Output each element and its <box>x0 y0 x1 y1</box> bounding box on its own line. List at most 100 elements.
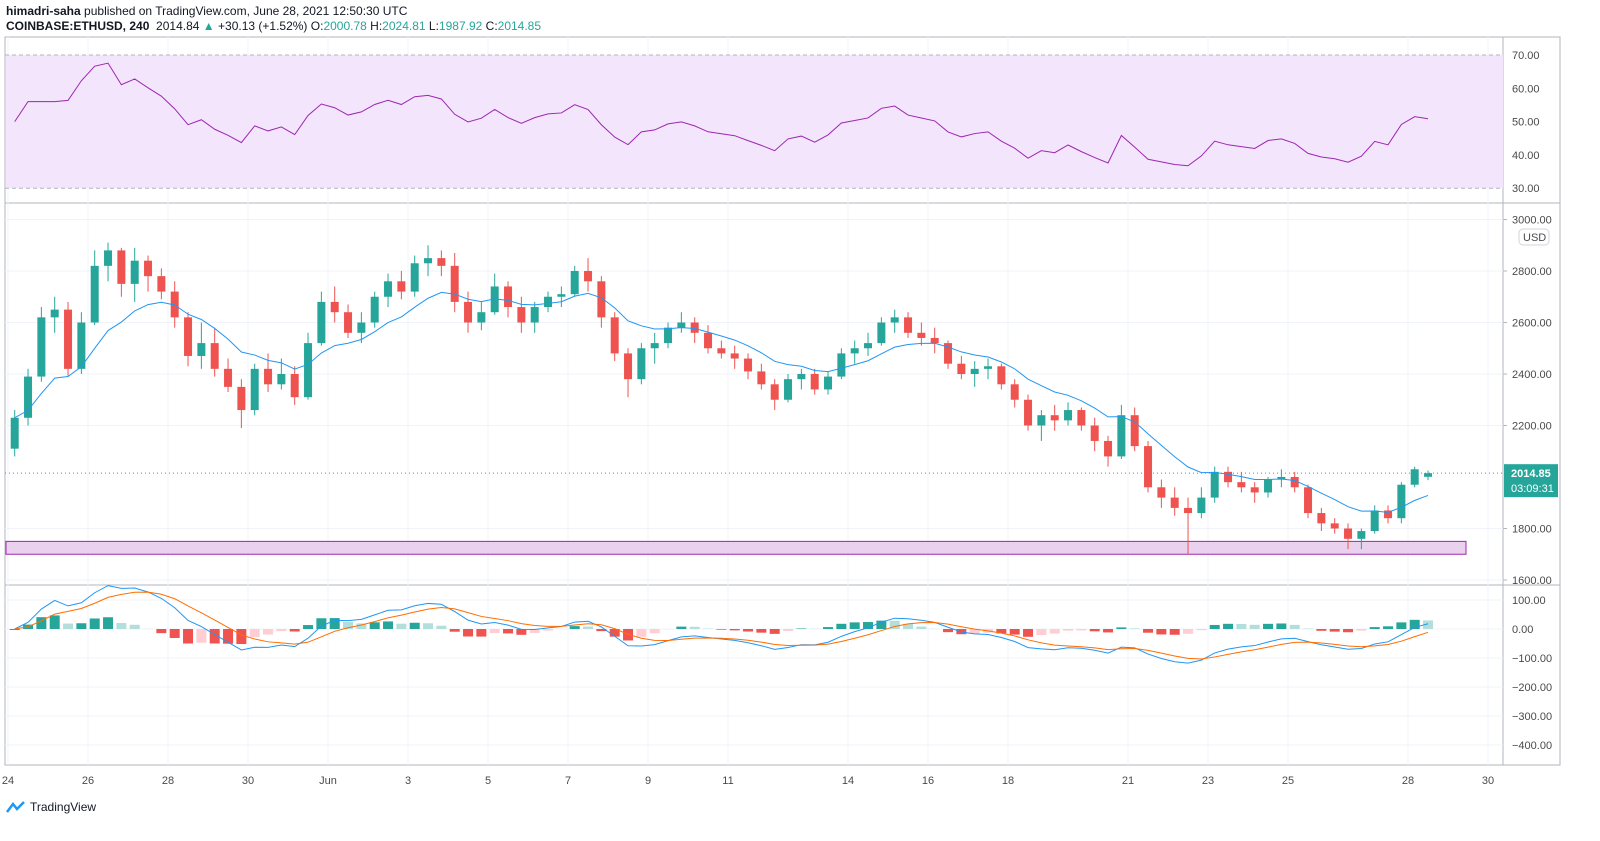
candle-body <box>730 353 739 359</box>
macd-histogram-bar <box>1343 629 1354 633</box>
macd-histogram-bar <box>476 629 487 637</box>
candle-body <box>90 265 99 323</box>
x-tick-label: 5 <box>485 775 491 787</box>
x-tick-label: 9 <box>645 775 651 787</box>
macd-tick-label: 0.00 <box>1512 624 1533 636</box>
macd-histogram-bar <box>609 629 620 637</box>
candle-body <box>690 322 699 333</box>
candle-body <box>530 307 539 323</box>
candle-body <box>1197 497 1206 514</box>
macd-histogram-bar <box>1383 626 1394 629</box>
candle-body <box>1210 471 1219 498</box>
candle-body <box>1424 473 1433 477</box>
candle-body <box>1317 513 1326 524</box>
candle-body <box>410 263 419 292</box>
macd-histogram-bar <box>1049 629 1060 634</box>
macd-histogram-bar <box>489 629 500 634</box>
candle-body <box>104 250 113 266</box>
candle-body <box>237 386 246 411</box>
macd-histogram-bar <box>756 629 767 633</box>
macd-histogram-bar <box>9 629 20 630</box>
macd-histogram-bar <box>129 624 140 629</box>
macd-histogram-bar <box>876 620 887 629</box>
macd-histogram-bar <box>863 622 874 629</box>
x-tick-label: 30 <box>242 775 254 787</box>
candle-body <box>824 376 833 390</box>
candle-body <box>224 368 233 387</box>
macd-histogram-bar <box>1356 629 1367 631</box>
candle-body <box>1237 482 1246 488</box>
candle-body <box>1104 440 1113 457</box>
candle-body <box>757 371 766 385</box>
candle-body <box>317 301 326 344</box>
candle-body <box>344 312 353 333</box>
candle-body <box>130 260 139 284</box>
macd-histogram-bar <box>1063 629 1074 631</box>
candle-body <box>1304 487 1313 514</box>
price-tick-label: 2200.00 <box>1512 421 1552 433</box>
candle-body <box>864 343 873 349</box>
macd-histogram-bar <box>849 622 860 629</box>
candle-body <box>917 332 926 338</box>
candle-body <box>1170 497 1179 508</box>
macd-histogram-bar <box>63 623 74 629</box>
support-zone <box>5 540 1467 555</box>
macd-histogram-bar <box>169 629 180 638</box>
x-tick-label: 26 <box>82 775 94 787</box>
macd-histogram-bar <box>889 620 900 629</box>
rsi-band <box>6 55 1503 189</box>
x-tick-label: 14 <box>842 775 854 787</box>
candle-body <box>984 366 993 369</box>
candle-body <box>157 276 166 292</box>
rsi-tick-label: 40.00 <box>1512 150 1540 162</box>
candle-body <box>77 322 86 369</box>
candle-body <box>850 348 859 354</box>
candle-body <box>1264 479 1273 493</box>
macd-histogram-bar <box>303 625 314 629</box>
macd-tick-label: −300.00 <box>1512 711 1552 723</box>
tradingview-logo[interactable]: TradingView <box>6 800 96 814</box>
x-tick-label: 16 <box>922 775 934 787</box>
candle-body <box>1410 469 1419 485</box>
candle-body <box>1157 487 1166 498</box>
up-arrow-icon: ▲ <box>202 19 215 33</box>
candle-body <box>704 332 713 349</box>
macd-histogram-bar <box>769 629 780 634</box>
candle-body <box>424 258 433 264</box>
candle-body <box>837 353 846 377</box>
candle-body <box>37 317 46 377</box>
candle-body <box>1050 415 1059 421</box>
close-value: 2014.85 <box>497 19 542 33</box>
macd-histogram-bar <box>236 629 247 645</box>
x-tick-label: 3 <box>405 775 411 787</box>
author[interactable]: himadri-saha <box>6 4 81 18</box>
last-price-badge <box>1504 464 1558 498</box>
candle-body <box>1224 471 1233 483</box>
macd-histogram-bar <box>1036 629 1047 636</box>
x-tick-label: 28 <box>1402 775 1414 787</box>
candle-body <box>557 294 566 297</box>
open-label: O: <box>310 19 324 33</box>
x-tick-label: 18 <box>1002 775 1014 787</box>
price-tick-label: 1800.00 <box>1512 524 1552 536</box>
candle-body <box>610 317 619 354</box>
candle-body <box>384 281 393 297</box>
candle-body <box>1370 510 1379 532</box>
macd-histogram-bar <box>1009 629 1020 635</box>
macd-histogram-bar <box>529 629 540 633</box>
candle-body <box>544 296 553 308</box>
macd-histogram-bar <box>689 626 700 629</box>
candle-body <box>1090 425 1099 441</box>
rsi-tick-label: 50.00 <box>1512 117 1540 129</box>
macd-histogram-bar <box>636 629 647 637</box>
candle-body <box>650 343 659 349</box>
candle-body <box>1250 487 1259 493</box>
signal-line <box>14 591 1429 660</box>
macd-histogram-bar <box>1316 629 1327 631</box>
candle-body <box>1384 510 1393 519</box>
candle-body <box>877 322 886 344</box>
rsi-tick-label: 70.00 <box>1512 50 1540 62</box>
macd-histogram-bar <box>1183 629 1194 634</box>
